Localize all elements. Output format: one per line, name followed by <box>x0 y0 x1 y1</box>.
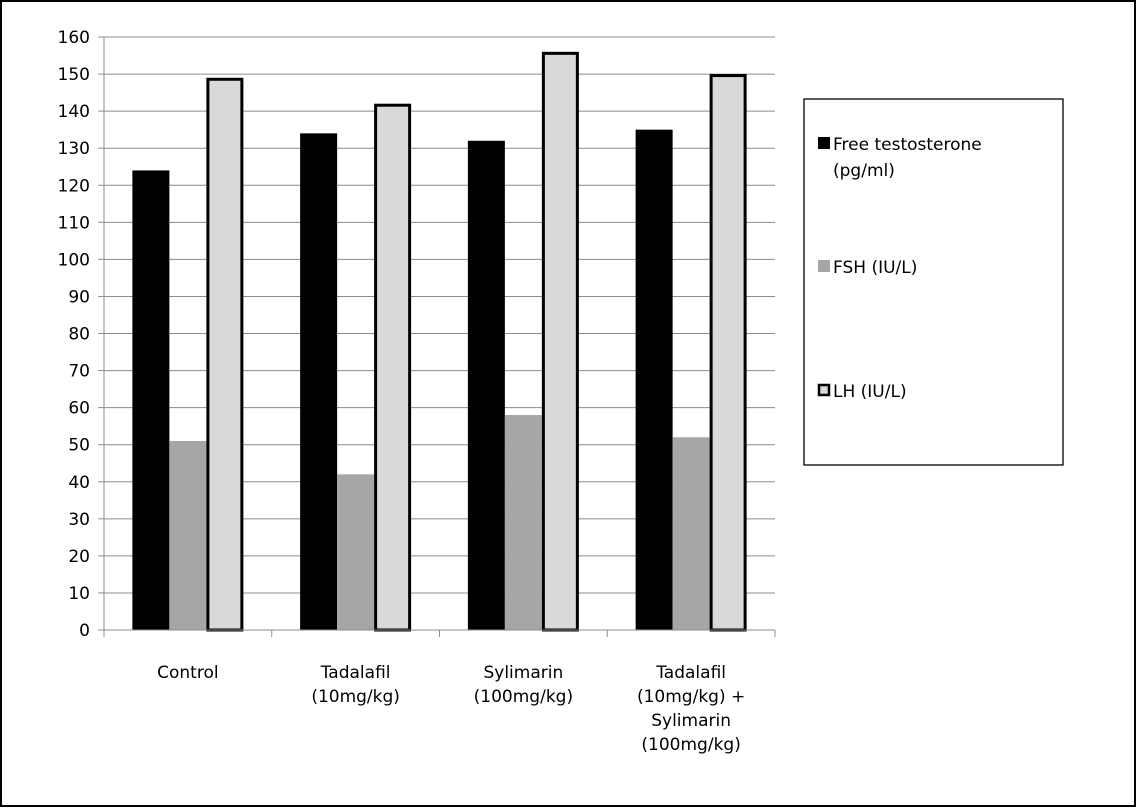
bar <box>337 474 375 630</box>
x-axis-category-label: (10mg/kg) <box>311 687 400 707</box>
x-axis-category-label: (100mg/kg) <box>474 687 573 707</box>
y-axis-tick-labels: 0 10 20 30 40 50 60 70 80 90 100 110 120 130 140 150 160 <box>58 28 90 641</box>
legend-label: LH (IU/L) <box>833 382 907 402</box>
y-axis-tick-label: 30 <box>68 510 90 530</box>
x-axis-category-labels: Control Tadalafil (10mg/kg) Sylimarin (100mg… <box>157 663 745 755</box>
y-axis-tick-label: 0 <box>79 621 90 641</box>
y-axis-tick-label: 10 <box>68 584 90 604</box>
bar <box>541 51 579 632</box>
y-axis-tick-label: 20 <box>68 547 90 567</box>
legend-swatch <box>817 383 831 397</box>
y-axis-tick-label: 160 <box>58 28 90 48</box>
bar <box>206 77 244 632</box>
legend-label: Free testosterone <box>833 135 982 155</box>
legend-swatch <box>818 137 830 149</box>
bar <box>374 103 412 632</box>
bar <box>635 129 673 630</box>
x-axis-category-label: (100mg/kg) <box>641 735 740 755</box>
legend-label: (pg/ml) <box>833 161 895 181</box>
legend-box <box>803 98 1064 466</box>
x-axis-category-label: (10mg/kg) + <box>637 687 745 707</box>
bars <box>132 51 747 632</box>
y-axis-tick-label: 150 <box>58 65 90 85</box>
x-axis-category-label: Tadalafil <box>655 663 726 683</box>
y-axis-tick-label: 50 <box>68 436 90 456</box>
bar <box>300 133 338 631</box>
bar <box>672 437 710 630</box>
bar <box>169 440 207 630</box>
bar <box>467 140 505 630</box>
legend-label: FSH (IU/L) <box>833 258 917 278</box>
bar <box>504 415 542 630</box>
bar <box>709 74 747 632</box>
y-axis-tick-label: 40 <box>68 473 90 493</box>
y-axis-tick-label: 100 <box>58 250 90 270</box>
y-axis-tick-label: 90 <box>68 287 90 307</box>
x-axis-category-label: Control <box>157 663 218 683</box>
legend: Free testosterone (pg/ml) FSH (IU/L) LH (IU… <box>803 98 1064 466</box>
y-axis-tick-label: 110 <box>58 213 90 233</box>
x-axis-category-label: Sylimarin <box>483 663 563 683</box>
y-axis-tick-label: 80 <box>68 325 90 345</box>
y-axis-tick-label: 70 <box>68 362 90 382</box>
x-axis-category-label: Tadalafil <box>320 663 391 683</box>
y-axis-tick-label: 140 <box>58 102 90 122</box>
legend-swatch <box>818 260 830 272</box>
axes <box>98 36 776 637</box>
y-axis-tick-label: 130 <box>58 139 90 159</box>
y-axis-tick-label: 120 <box>58 176 90 196</box>
bar <box>132 170 170 631</box>
x-axis-category-label: Sylimarin <box>651 711 731 731</box>
y-axis-tick-label: 60 <box>68 399 90 419</box>
